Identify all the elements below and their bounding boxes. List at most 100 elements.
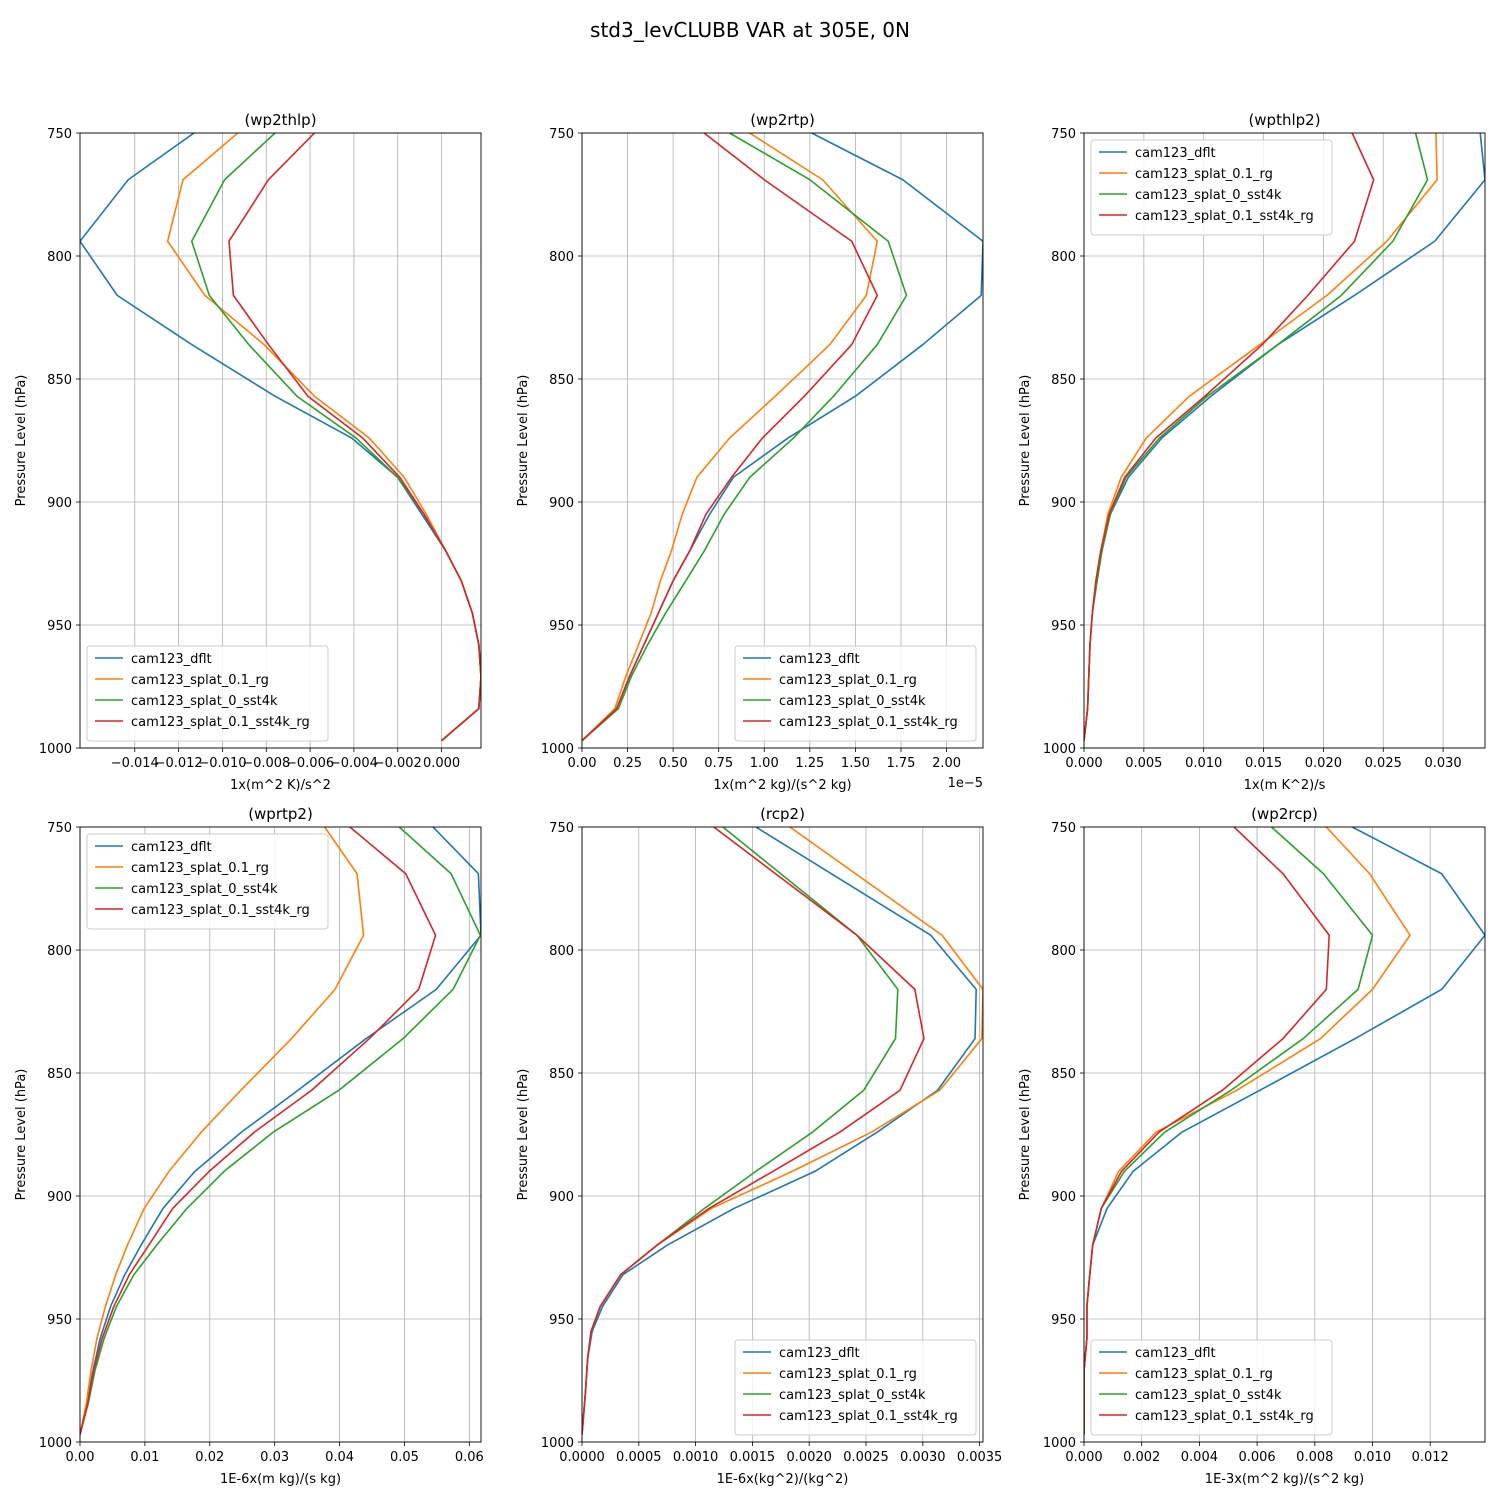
x-tick-label: 0.75 <box>704 756 733 771</box>
legend-label: cam123_splat_0.1_sst4k_rg <box>131 715 310 730</box>
legend: cam123_dflt cam123_splat_0.1_rg cam123_spl… <box>734 645 977 742</box>
y-tick-label: 750 <box>549 127 574 142</box>
legend-box <box>1090 139 1333 236</box>
x-tick-label: 0.010 <box>1354 1450 1391 1465</box>
y-axis-label: Pressure Level (hPa) <box>1018 1069 1033 1201</box>
x-tick-label: 0.0000 <box>559 1450 605 1465</box>
x-tick-label: 1.50 <box>841 756 870 771</box>
x-tick-label: 0.012 <box>1412 1450 1449 1465</box>
x-tick-label: 0.004 <box>1181 1450 1218 1465</box>
x-tick-label: 0.0020 <box>786 1450 832 1465</box>
legend-label: cam123_dflt <box>1135 1346 1216 1361</box>
x-axis-label: 1E-6x(kg^2)/(kg^2) <box>717 1472 849 1487</box>
legend-label: cam123_splat_0.1_sst4k_rg <box>779 715 958 730</box>
y-tick-label: 1000 <box>541 1436 574 1451</box>
y-tick-label: 900 <box>549 1190 574 1205</box>
x-tick-label: 0.50 <box>659 756 688 771</box>
legend-label: cam123_dflt <box>779 652 860 667</box>
legend-box <box>86 833 329 930</box>
panel-title: (wp2thlp) <box>244 111 316 129</box>
series-line-cam123_splat_0.1_sst4k_rg <box>80 827 437 1435</box>
x-tick-label: 0.01 <box>130 1450 159 1465</box>
x-tick-label: 0.02 <box>195 1450 224 1465</box>
x-axis-label: 1E-6x(m kg)/(s kg) <box>220 1472 341 1487</box>
panel-1: −0.014−0.012−0.010−0.008−0.006−0.004−0.0… <box>14 111 482 793</box>
y-tick-label: 750 <box>47 821 72 836</box>
y-tick-label: 900 <box>549 496 574 511</box>
y-tick-label: 750 <box>47 127 72 142</box>
x-axis-label: 1x(m^2 K)/s^2 <box>230 778 331 793</box>
legend-label: cam123_splat_0.1_rg <box>1135 1367 1273 1382</box>
panels: −0.014−0.012−0.010−0.008−0.006−0.004−0.0… <box>14 111 1486 1487</box>
x-tick-label: 0.0015 <box>730 1450 776 1465</box>
y-tick-label: 1000 <box>541 742 574 757</box>
x-axis-label: 1x(m^2 kg)/(s^2 kg) <box>713 778 851 793</box>
x-tick-label: 0.05 <box>390 1450 419 1465</box>
legend-label: cam123_splat_0.1_sst4k_rg <box>131 903 310 918</box>
x-tick-label: 0.000 <box>423 756 460 771</box>
y-tick-label: 850 <box>549 373 574 388</box>
y-tick-label: 800 <box>47 944 72 959</box>
y-tick-label: 900 <box>47 496 72 511</box>
y-tick-label: 1000 <box>39 742 72 757</box>
legend-label: cam123_splat_0_sst4k <box>1135 1388 1282 1403</box>
x-offset-label: 1e−5 <box>948 776 983 791</box>
x-tick-label: 0.06 <box>455 1450 484 1465</box>
series-line-cam123_splat_0.1_rg <box>80 827 365 1435</box>
legend-label: cam123_dflt <box>131 652 212 667</box>
x-tick-label: 0.0030 <box>900 1450 946 1465</box>
y-tick-label: 1000 <box>39 1436 72 1451</box>
y-tick-label: 900 <box>1051 1190 1076 1205</box>
plot-frame <box>581 132 984 749</box>
y-tick-label: 850 <box>1051 1067 1076 1082</box>
x-tick-label: 1.25 <box>795 756 824 771</box>
legend-label: cam123_dflt <box>779 1346 860 1361</box>
panel-title: (wp2rcp) <box>1251 805 1318 823</box>
x-tick-label: 0.25 <box>613 756 642 771</box>
x-tick-label: 0.0025 <box>843 1450 889 1465</box>
legend-label: cam123_splat_0.1_rg <box>779 1367 917 1382</box>
legend-label: cam123_splat_0_sst4k <box>779 1388 926 1403</box>
panel-title: (wpthlp2) <box>1248 111 1320 129</box>
y-axis-label: Pressure Level (hPa) <box>14 375 29 507</box>
y-tick-label: 950 <box>549 619 574 634</box>
y-tick-label: 850 <box>1051 373 1076 388</box>
y-tick-label: 800 <box>1051 944 1076 959</box>
y-tick-label: 750 <box>1051 821 1076 836</box>
x-tick-label: 0.0010 <box>673 1450 719 1465</box>
y-axis-label: Pressure Level (hPa) <box>516 1069 531 1201</box>
y-axis-label: Pressure Level (hPa) <box>14 1069 29 1201</box>
y-tick-label: 750 <box>1051 127 1076 142</box>
x-tick-label: 1.00 <box>750 756 779 771</box>
panel-4: 0.00 0.01 0.02 0.03 0.04 0.05 0.06 750 800 850 900… <box>14 805 484 1487</box>
y-tick-label: 850 <box>47 1067 72 1082</box>
x-tick-label: 0.00 <box>66 1450 95 1465</box>
x-tick-label: −0.012 <box>155 756 203 771</box>
series-line-cam123_splat_0.1_sst4k_rg <box>1084 827 1331 1435</box>
plot-frame <box>79 826 482 1443</box>
legend-box <box>86 645 329 742</box>
legend-label: cam123_splat_0.1_rg <box>131 861 269 876</box>
legend-box <box>734 1339 977 1436</box>
legend-label: cam123_dflt <box>131 840 212 855</box>
legend-label: cam123_splat_0_sst4k <box>1135 188 1282 203</box>
legend: cam123_dflt cam123_splat_0.1_rg cam123_spl… <box>1090 1339 1333 1436</box>
x-tick-label: 2.00 <box>932 756 961 771</box>
series-line-cam123_splat_0.1_sst4k_rg <box>582 827 925 1435</box>
legend-label: cam123_splat_0.1_rg <box>1135 167 1273 182</box>
y-tick-label: 800 <box>549 944 574 959</box>
legend: cam123_dflt cam123_splat_0.1_rg cam123_spl… <box>86 645 329 742</box>
y-tick-label: 950 <box>47 1313 72 1328</box>
x-tick-label: 0.008 <box>1296 1450 1333 1465</box>
x-tick-label: 0.04 <box>325 1450 354 1465</box>
series-line-cam123_splat_0.1_sst4k_rg <box>228 133 481 742</box>
plot-frame <box>1083 132 1486 749</box>
plot-frame <box>581 826 984 1443</box>
series-line-cam123_splat_0_sst4k <box>80 827 481 1435</box>
panel-2: 0.00 0.25 0.50 0.75 1.00 1.25 1.50 1.75 2.00 750 8… <box>516 111 984 793</box>
legend: cam123_dflt cam123_splat_0.1_rg cam123_spl… <box>86 833 329 930</box>
y-tick-label: 750 <box>549 821 574 836</box>
y-axis-label: Pressure Level (hPa) <box>1018 375 1033 507</box>
x-tick-label: 0.010 <box>1185 756 1222 771</box>
x-tick-label: −0.014 <box>111 756 159 771</box>
